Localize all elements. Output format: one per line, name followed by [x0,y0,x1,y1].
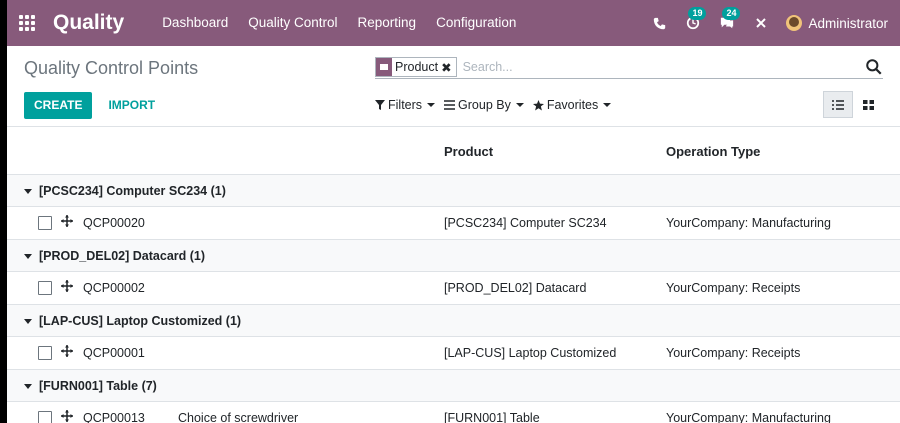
menu-item-quality-control[interactable]: Quality Control [248,15,338,30]
activity-icon[interactable]: 19 [676,0,710,46]
search-facet: Product ✖ [375,57,457,77]
debug-icon[interactable] [744,0,778,46]
group-by-icon [444,100,456,110]
search-options: Filters Group By Favorites [375,98,612,112]
cell-operation-type: YourCompany: Manufacturing [666,411,831,423]
app-name[interactable]: Quality [53,11,125,34]
group-label: [PCSC234] Computer SC234 (1) [39,184,226,198]
row-checkbox[interactable] [38,281,52,295]
user-name: Administrator [808,15,888,31]
kanban-icon [862,99,874,110]
filter-icon [375,100,385,110]
search-bar: Product ✖ [375,56,883,79]
chat-icon[interactable]: 24 [710,0,744,46]
column-header-product[interactable]: Product [444,144,494,159]
cell-operation-type: YourCompany: Manufacturing [666,216,831,230]
message-count-badge: 24 [722,7,741,20]
column-header-operation-type[interactable]: Operation Type [666,144,761,159]
action-buttons: CREATE IMPORT [24,92,165,119]
group-label: [FURN001] Table (7) [39,379,157,393]
cell-product: [PROD_DEL02] Datacard [444,281,587,295]
group-by-facet-icon [376,58,392,76]
cell-product: [LAP-CUS] Laptop Customized [444,346,617,360]
group-row[interactable]: [LAP-CUS] Laptop Customized (1) [7,305,900,337]
app-window: Quality Dashboard Quality Control Report… [7,0,900,423]
menu-item-configuration[interactable]: Configuration [436,15,517,30]
cell-reference: QCP00001 [83,346,145,360]
cell-reference: QCP00020 [83,216,145,230]
caret-down-icon [24,318,32,324]
facet-remove-icon[interactable]: ✖ [441,60,452,75]
favorites-dropdown[interactable]: Favorites [532,98,612,112]
caret-down-icon [24,383,32,389]
phone-icon[interactable] [642,0,676,46]
table-row[interactable]: QCP00020 [PCSC234] Computer SC234 YourCo… [7,207,900,240]
drag-handle-icon[interactable] [61,215,73,227]
control-panel: Quality Control Points Product ✖ CREATE … [7,46,900,127]
apps-menu-icon[interactable] [7,15,47,31]
group-row[interactable]: [PROD_DEL02] Datacard (1) [7,240,900,272]
row-checkbox[interactable] [38,346,52,360]
drag-handle-icon[interactable] [61,410,73,422]
cell-title: Choice of screwdriver [178,411,299,423]
cell-reference: QCP00002 [83,281,145,295]
systray: 19 24 Administrator [642,0,900,46]
table-row[interactable]: QCP00002 [PROD_DEL02] Datacard YourCompa… [7,272,900,305]
avatar [786,15,803,31]
row-checkbox[interactable] [38,411,52,423]
main-menu: Dashboard Quality Control Reporting Conf… [152,0,526,46]
caret-down-icon [24,253,32,259]
menu-item-reporting[interactable]: Reporting [357,15,417,30]
cell-operation-type: YourCompany: Receipts [666,281,801,295]
group-label: [PROD_DEL02] Datacard (1) [39,249,206,263]
row-checkbox[interactable] [38,216,52,230]
group-by-label: Group By [458,98,511,112]
search-facet-label: Product [395,60,439,74]
group-label: [LAP-CUS] Laptop Customized (1) [39,314,242,328]
group-by-dropdown[interactable]: Group By [444,98,524,112]
view-switcher [823,91,883,118]
table-row[interactable]: QCP00001 [LAP-CUS] Laptop Customized You… [7,337,900,370]
menu-item-dashboard[interactable]: Dashboard [162,15,229,30]
page-title: Quality Control Points [24,58,199,78]
star-icon [532,99,544,111]
cell-reference: QCP00013 [83,411,145,423]
user-menu[interactable]: Administrator [778,15,900,31]
kanban-view-button[interactable] [853,91,883,118]
search-input[interactable] [460,59,865,75]
top-navbar: Quality Dashboard Quality Control Report… [7,0,900,46]
table-row[interactable]: QCP00013 Choice of screwdriver [FURN001]… [7,402,900,423]
drag-handle-icon[interactable] [61,345,73,357]
drag-handle-icon[interactable] [61,280,73,292]
filters-label: Filters [388,98,423,112]
cell-operation-type: YourCompany: Receipts [666,346,801,360]
search-icon[interactable] [865,58,883,76]
activity-count-badge: 19 [688,7,707,20]
cell-product: [PCSC234] Computer SC234 [444,216,607,230]
favorites-label: Favorites [546,98,599,112]
caret-down-icon [24,188,32,194]
filters-dropdown[interactable]: Filters [375,98,436,112]
cell-product: [FURN001] Table [444,411,540,423]
list-table: Product Operation Type [PCSC234] Compute… [7,127,900,423]
list-icon [832,99,844,110]
table-header: Product Operation Type [7,127,900,175]
list-view-button[interactable] [823,91,853,118]
create-button[interactable]: CREATE [24,92,93,119]
import-button[interactable]: IMPORT [108,98,156,112]
group-row[interactable]: [PCSC234] Computer SC234 (1) [7,175,900,207]
group-row[interactable]: [FURN001] Table (7) [7,370,900,402]
